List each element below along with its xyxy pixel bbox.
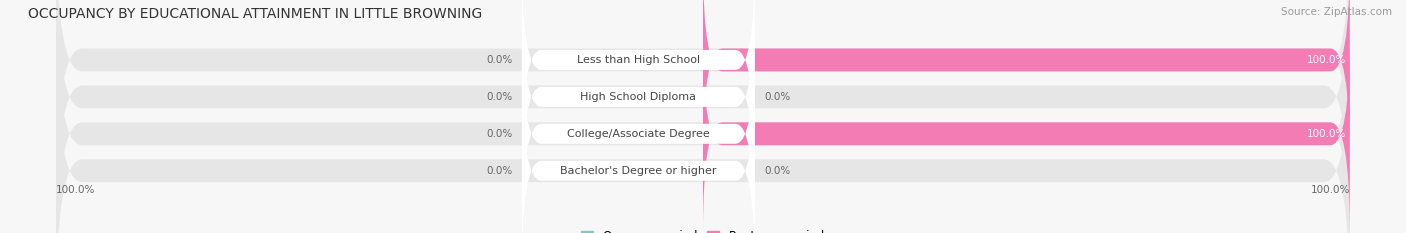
Text: Less than High School: Less than High School <box>576 55 700 65</box>
Text: High School Diploma: High School Diploma <box>581 92 696 102</box>
Text: 0.0%: 0.0% <box>765 92 790 102</box>
Text: 100.0%: 100.0% <box>56 185 96 195</box>
Text: OCCUPANCY BY EDUCATIONAL ATTAINMENT IN LITTLE BROWNING: OCCUPANCY BY EDUCATIONAL ATTAINMENT IN L… <box>28 7 482 21</box>
Text: 0.0%: 0.0% <box>486 166 512 176</box>
Text: Source: ZipAtlas.com: Source: ZipAtlas.com <box>1281 7 1392 17</box>
FancyBboxPatch shape <box>703 34 1350 233</box>
Legend: Owner-occupied, Renter-occupied: Owner-occupied, Renter-occupied <box>581 230 825 233</box>
FancyBboxPatch shape <box>703 0 1350 159</box>
Text: 100.0%: 100.0% <box>1308 129 1347 139</box>
Text: 0.0%: 0.0% <box>486 55 512 65</box>
Text: 0.0%: 0.0% <box>486 129 512 139</box>
Text: College/Associate Degree: College/Associate Degree <box>567 129 710 139</box>
Text: 0.0%: 0.0% <box>486 92 512 102</box>
Text: Bachelor's Degree or higher: Bachelor's Degree or higher <box>560 166 717 176</box>
FancyBboxPatch shape <box>56 0 1350 196</box>
Text: 100.0%: 100.0% <box>1308 55 1347 65</box>
FancyBboxPatch shape <box>56 0 1350 233</box>
FancyBboxPatch shape <box>522 70 755 233</box>
FancyBboxPatch shape <box>56 34 1350 233</box>
FancyBboxPatch shape <box>522 0 755 198</box>
FancyBboxPatch shape <box>56 0 1350 233</box>
Text: 100.0%: 100.0% <box>1310 185 1350 195</box>
Text: 0.0%: 0.0% <box>765 166 790 176</box>
FancyBboxPatch shape <box>522 0 755 161</box>
FancyBboxPatch shape <box>522 33 755 233</box>
